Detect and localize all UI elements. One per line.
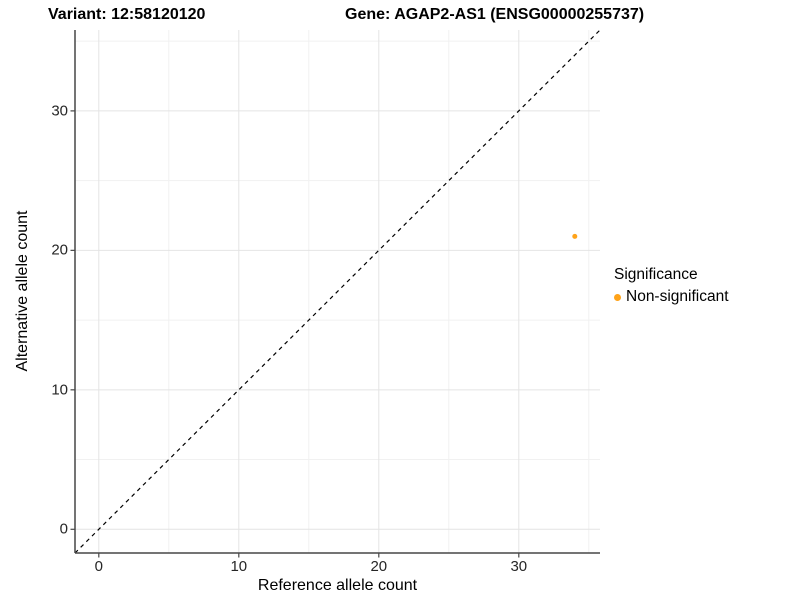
x-tick-label: 20 — [370, 558, 388, 575]
y-tick-label: 10 — [51, 381, 68, 399]
gene-title: Gene: AGAP2-AS1 (ENSG00000255737) — [345, 6, 645, 23]
x-tick-label: 0 — [94, 558, 103, 575]
legend: Significance Non-significant — [614, 266, 729, 306]
x-tick-label: 10 — [230, 558, 248, 575]
x-tick-label: 30 — [510, 558, 528, 575]
variant-title: Variant: 12:58120120 — [48, 6, 206, 23]
identity-dashed-line — [74, 29, 601, 554]
y-tick-label: 0 — [59, 520, 68, 538]
x-axis-title: Reference allele count — [257, 577, 418, 594]
y-tick-label: 30 — [51, 102, 68, 120]
y-axis-title: Alternative allele count — [14, 210, 31, 372]
legend-item-non-significant: Non-significant — [614, 288, 729, 306]
data-point — [572, 233, 578, 239]
legend-title: Significance — [614, 266, 698, 283]
legend-item-label: Non-significant — [626, 288, 729, 305]
y-tick-label: 20 — [51, 241, 68, 259]
legend-point-icon — [614, 293, 621, 301]
